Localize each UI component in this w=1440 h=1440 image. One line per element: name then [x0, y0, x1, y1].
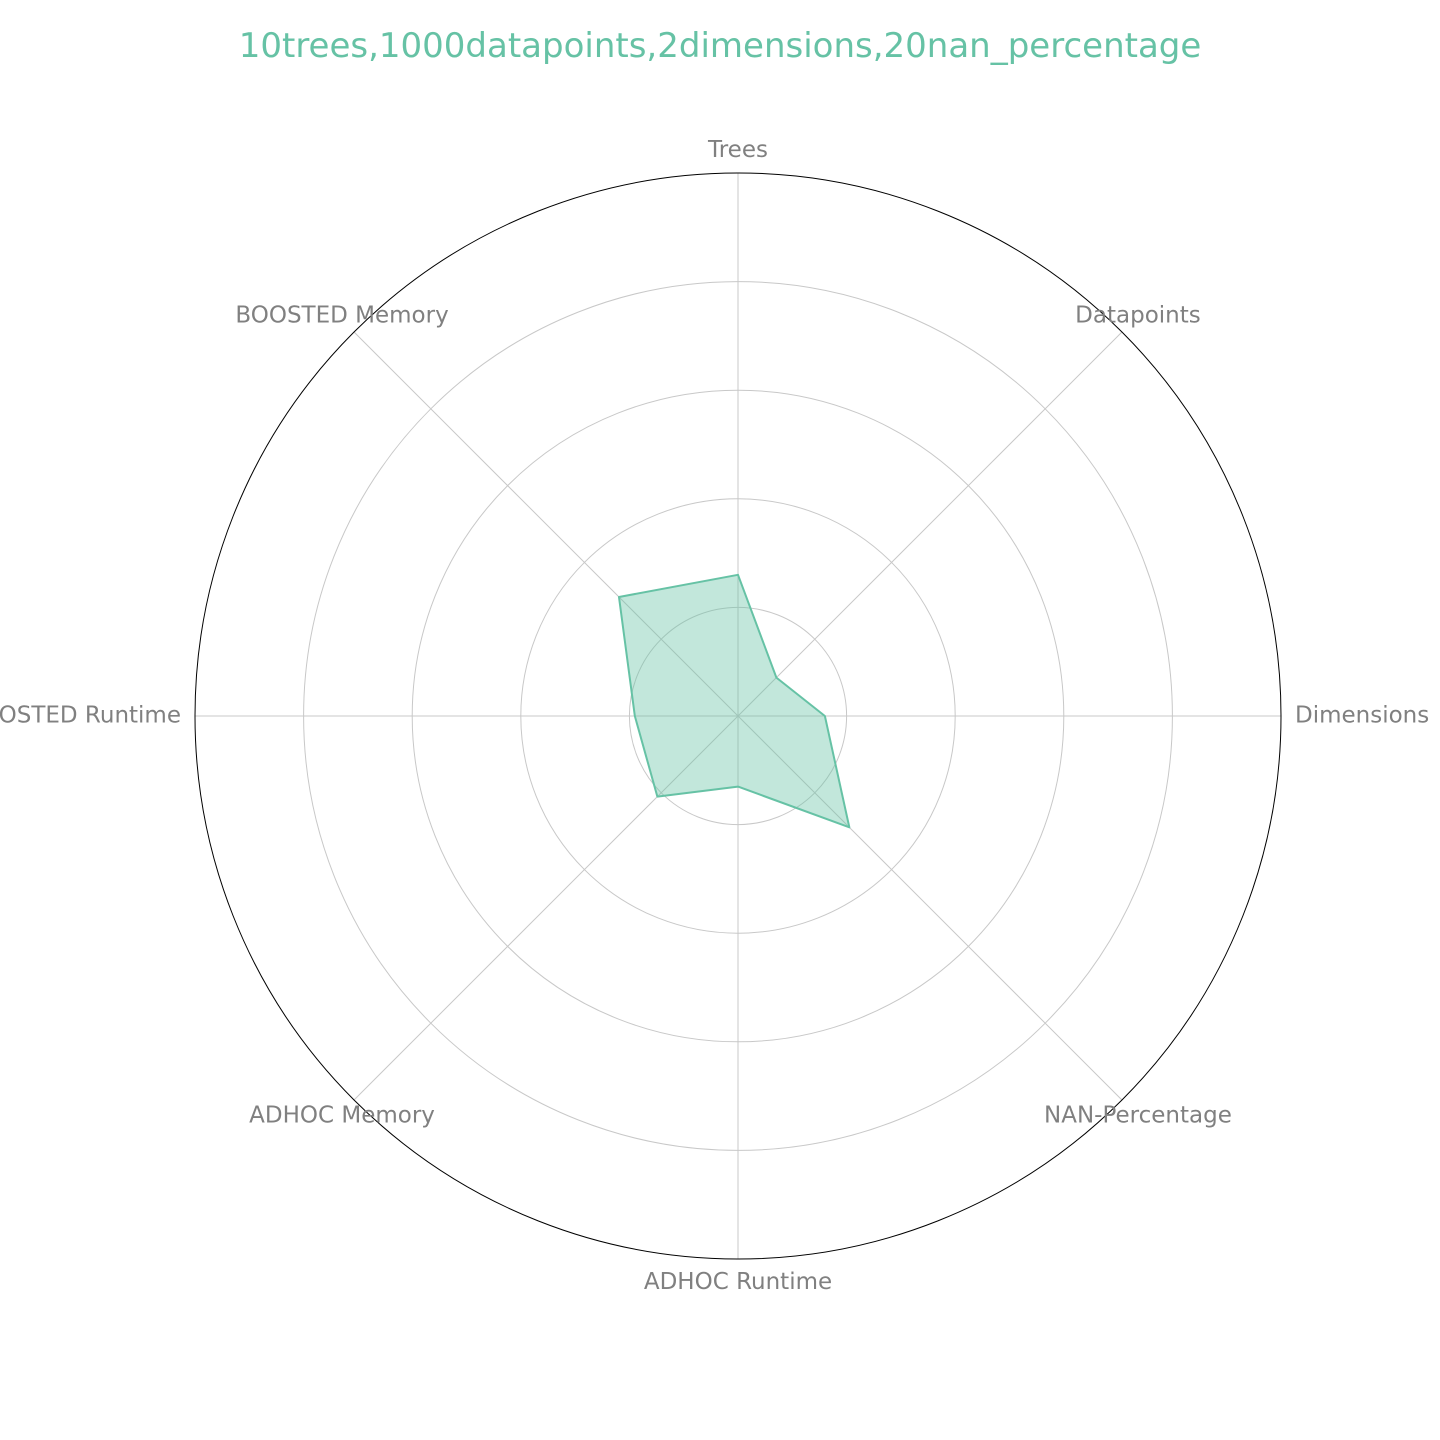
- spoke-4: [737, 715, 1123, 1101]
- chart-title: 10trees,1000datapoints,2dimensions,20nan…: [238, 26, 1202, 66]
- axis-label-dimensions: Dimensions: [1295, 703, 1429, 729]
- axis-label-boosted-runtime: BOOSTED Runtime: [0, 703, 181, 729]
- axis-labels: Trees Datapoints Dimensions NAN-Percentage A…: [0, 137, 1429, 1295]
- axis-label-trees: Trees: [707, 137, 768, 163]
- axis-label-adhoc-runtime: ADHOC Runtime: [644, 1269, 832, 1295]
- series-area: [617, 573, 851, 829]
- spoke-6: [353, 715, 739, 1101]
- radar-outer-ring: [194, 172, 1282, 1260]
- axis-label-datapoints: Datapoints: [1075, 303, 1201, 329]
- axis-label-boosted-memory: BOOSTED Memory: [235, 303, 448, 329]
- axis-label-adhoc-memory: ADHOC Memory: [249, 1102, 435, 1128]
- spoke-8: [353, 331, 739, 717]
- spoke-2: [737, 331, 1123, 717]
- axis-label-nan-percentage: NAN-Percentage: [1044, 1102, 1232, 1128]
- radar-spokes: [195, 173, 1281, 1259]
